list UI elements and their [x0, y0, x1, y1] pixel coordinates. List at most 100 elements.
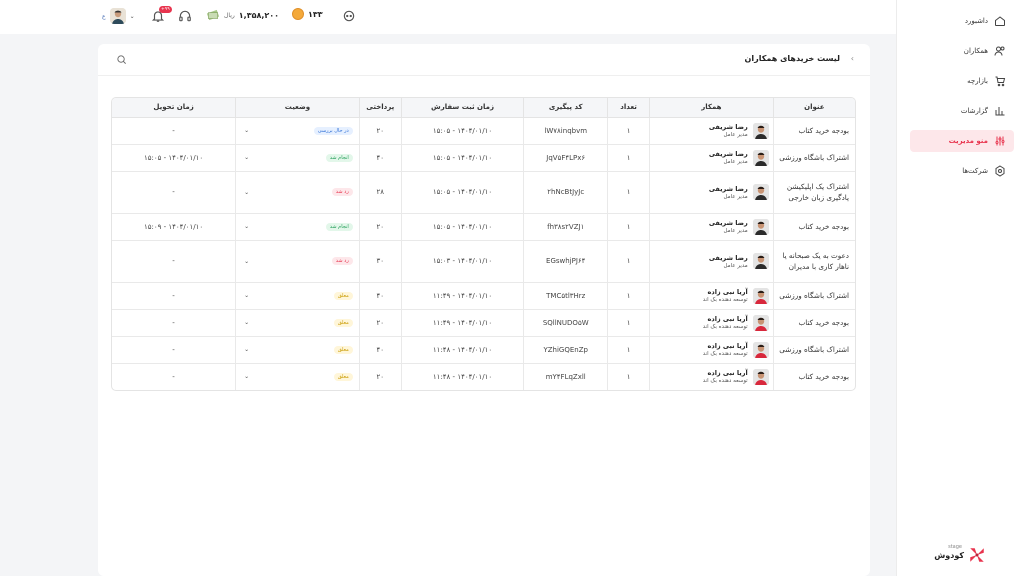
status-dropdown-chevron-icon[interactable]: ⌄	[244, 188, 250, 196]
count-cell: ۱	[607, 336, 650, 364]
balance-value: ۱,۳۵۸,۲۰۰	[238, 10, 280, 20]
table-row[interactable]: بودجه خرید کتاب آریا نبی زاده توسعه دهند…	[112, 309, 855, 337]
status-dropdown-chevron-icon[interactable]: ⌄	[244, 257, 250, 265]
table-row[interactable]: بودجه خرید کتاب رضا شریفی مدیر عامل ۱ lW…	[112, 117, 855, 145]
coin-icon	[292, 8, 304, 20]
status-dropdown-chevron-icon[interactable]: ⌄	[244, 127, 250, 134]
count-cell: ۱	[607, 363, 650, 390]
sidebar: داشبورد همکاران بازارچه گزارشات منو مدیر…	[896, 0, 1024, 576]
colleague-cell: رضا شریفی مدیر عامل	[649, 213, 774, 241]
colleague-cell: آریا نبی زاده توسعه دهنده بک اند	[649, 336, 774, 364]
colleague-cell: آریا نبی زاده توسعه دهنده بک اند	[649, 309, 774, 337]
status-dropdown-chevron-icon[interactable]: ⌄	[244, 223, 250, 230]
column-header[interactable]: تعداد	[607, 98, 650, 118]
card-header: ‹ لیست خریدهای همکاران	[98, 44, 870, 76]
colleague-avatar	[752, 368, 769, 385]
column-header[interactable]: وضعیت	[235, 98, 360, 118]
paid-cell: ۳۰	[358, 240, 402, 283]
status-dropdown-chevron-icon[interactable]: ⌄	[244, 292, 250, 299]
status-badge: انجام شد	[325, 222, 353, 231]
colleague-cell: رضا شریفی مدیر عامل	[649, 144, 774, 172]
status-badge: در حال بررسی	[313, 126, 353, 135]
item-title: اشتراک یک اپلیکیشن یادگیری زبان خارجی	[772, 171, 855, 214]
user-menu[interactable]: ⌄ ع	[102, 8, 135, 24]
brand-logo[interactable]: کودوش stage	[934, 544, 986, 564]
delivery-time-cell: -	[112, 309, 236, 337]
paid-cell: ۲۸	[358, 171, 402, 214]
points-value: ۱۳۳	[308, 9, 323, 19]
paid-cell: ۲۰	[358, 117, 402, 145]
colleague-role: مدیر عامل	[723, 193, 748, 200]
column-header[interactable]: زمان ثبت سفارش	[400, 98, 524, 118]
chat-button[interactable]	[342, 9, 356, 23]
column-header[interactable]: همکار	[649, 98, 774, 118]
colleague-role: مدیر عامل	[723, 228, 748, 234]
brand-name: کودوش	[934, 550, 964, 560]
notifications-button[interactable]: ۹۹+	[151, 6, 172, 23]
support-button[interactable]	[178, 9, 192, 23]
tracking-code-cell: EGswhjPJ۶۴	[523, 240, 608, 283]
column-header[interactable]: عنوان	[772, 98, 855, 118]
colleague-name: آریا نبی زاده	[707, 288, 748, 296]
item-title: اشتراک باشگاه ورزشی	[772, 144, 855, 172]
column-header[interactable]: زمان تحویل	[112, 98, 236, 118]
count-cell: ۱	[607, 117, 650, 145]
order-time-cell: ۱۴۰۴/۰۱/۱۰ - ۱۵:۰۳	[400, 240, 524, 283]
status-badge: رد شد	[331, 257, 353, 265]
status-dropdown-chevron-icon[interactable]: ⌄	[244, 319, 250, 326]
brand-logo-icon	[970, 548, 984, 562]
colleague-avatar	[752, 184, 769, 200]
status-dropdown-chevron-icon[interactable]: ⌄	[244, 346, 250, 353]
delivery-time-cell: -	[172, 372, 175, 381]
status-dropdown-chevron-icon[interactable]: ⌄	[244, 154, 250, 161]
column-header[interactable]: کد پیگیری	[523, 98, 608, 118]
count-cell: ۱	[607, 240, 650, 283]
tracking-code-cell: fh۳۸s۲VZJ۱	[523, 213, 608, 241]
page-title: لیست خریدهای همکاران	[744, 54, 840, 63]
colleague-name: رضا شریفی	[708, 219, 748, 227]
search-icon[interactable]	[116, 54, 127, 65]
home-icon	[995, 16, 1005, 26]
table-row[interactable]: اشتراک یک اپلیکیشن یادگیری زبان خارجی رض…	[112, 171, 855, 214]
table-row[interactable]: اشتراک باشگاه ورزشی آریا نبی زاده توسعه …	[112, 336, 855, 364]
order-time-cell: ۱۴۰۴/۰۱/۱۰ - ۱۱:۴۹	[400, 309, 524, 337]
sidebar-item-dashboard[interactable]: داشبورد	[910, 10, 1014, 32]
table-row[interactable]: اشتراک باشگاه ورزشی رضا شریفی مدیر عامل …	[112, 144, 855, 172]
colleague-name: رضا شریفی	[708, 184, 748, 193]
chevron-left-icon[interactable]: ‹	[850, 54, 854, 63]
table-row[interactable]: اشتراک باشگاه ورزشی آریا نبی زاده توسعه …	[112, 282, 855, 310]
order-time-cell: ۱۴۰۴/۰۱/۱۰ - ۱۵:۰۵	[400, 171, 524, 214]
status-cell: رد شد ⌄	[235, 240, 360, 283]
sidebar-item-management[interactable]: منو مدیریت	[910, 130, 1014, 152]
status-dropdown-chevron-icon[interactable]: ⌄	[244, 373, 250, 381]
colleague-cell: رضا شریفی مدیر عامل	[649, 240, 774, 283]
colleague-cell: رضا شریفی مدیر عامل	[649, 117, 774, 145]
gear-icon	[995, 165, 1005, 177]
colleague-avatar	[752, 287, 769, 304]
sidebar-item-colleagues[interactable]: همکاران	[910, 40, 1014, 62]
order-time-cell: ۱۴۰۴/۰۱/۱۰ - ۱۱:۴۹	[400, 282, 524, 310]
sidebar-item-market[interactable]: بازارچه	[910, 70, 1014, 92]
tracking-code-cell: TMC۵tl۳Hrz	[523, 282, 608, 310]
sidebar-item-reports[interactable]: گزارشات	[910, 100, 1014, 122]
table-row[interactable]: دعوت به یک صبحانه یا ناهار کاری با مدیرا…	[112, 240, 855, 283]
delivery-time-cell: -	[112, 240, 236, 283]
user-initial: ع	[102, 12, 106, 20]
balance-display[interactable]: ۱,۳۵۸,۲۰۰ ریال	[206, 8, 279, 22]
status-badge: معلق	[333, 318, 353, 327]
sidebar-item-companies[interactable]: شرکت‌ها	[910, 160, 1014, 182]
points-display[interactable]: ۱۳۳	[292, 8, 323, 20]
colleague-avatar	[752, 253, 769, 269]
delivery-time-cell: -	[112, 117, 236, 145]
count-cell: ۱	[607, 144, 650, 172]
column-header[interactable]: پرداختی	[358, 98, 402, 118]
colleague-avatar	[752, 218, 769, 235]
colleague-cell: آریا نبی زاده توسعه دهنده بک اند	[649, 282, 774, 310]
purchases-card: ‹ لیست خریدهای همکاران عنوان همکار تعداد…	[98, 44, 870, 576]
colleague-avatar	[752, 122, 769, 139]
colleague-avatar	[752, 149, 769, 166]
table-row[interactable]: بودجه خرید کتاب رضا شریفی مدیر عامل ۱ fh…	[112, 213, 855, 241]
table-row[interactable]: بودجه خرید کتاب آریا نبی زاده توسعه دهند…	[112, 363, 855, 390]
paid-cell: ۲۰	[358, 213, 402, 241]
colleague-role: مدیر عامل	[723, 132, 748, 138]
